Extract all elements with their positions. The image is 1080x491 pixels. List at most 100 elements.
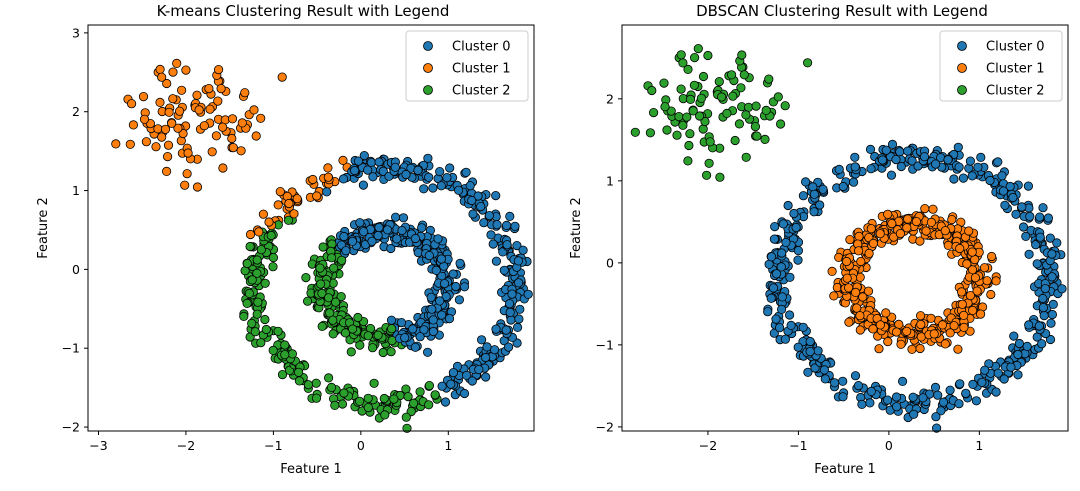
dbscan-point-cluster-2: [700, 116, 710, 127]
dbscan-point-cluster-0: [850, 371, 861, 381]
kmeans-point-cluster-0: [398, 213, 409, 223]
kmeans-point-cluster-0: [506, 315, 516, 325]
dbscan-point-cluster-0: [838, 181, 848, 192]
dbscan-point-cluster-0: [1052, 238, 1062, 248]
kmeans-title: K-means Clustering Result with Legend: [157, 2, 450, 20]
dbscan-point-cluster-0: [771, 314, 781, 324]
dbscan-point-cluster-2: [780, 101, 790, 111]
kmeans-point-cluster-2: [401, 412, 411, 422]
kmeans-point-cluster-1: [173, 123, 183, 133]
dbscan-point-cluster-0: [881, 145, 891, 155]
dbscan-point-cluster-0: [1035, 232, 1045, 242]
kmeans-point-cluster-1: [275, 187, 285, 197]
kmeans-point-cluster-1: [218, 163, 228, 173]
kmeans-point-cluster-1: [228, 143, 238, 153]
dbscan-point-cluster-1: [902, 223, 912, 233]
kmeans-point-cluster-2: [287, 349, 297, 359]
kmeans-point-cluster-1: [160, 124, 171, 134]
kmeans-point-cluster-1: [175, 106, 185, 116]
kmeans-point-cluster-0: [339, 231, 349, 242]
kmeans-axes-frame: [87, 24, 535, 432]
dbscan-point-cluster-0: [909, 409, 919, 419]
kmeans-point-cluster-0: [489, 345, 500, 355]
kmeans-point-cluster-0: [523, 289, 533, 299]
dbscan-point-cluster-1: [887, 219, 897, 229]
kmeans-point-cluster-0: [468, 209, 478, 219]
kmeans-point-cluster-2: [303, 380, 313, 390]
dbscan-point-cluster-1: [902, 326, 912, 336]
kmeans-point-cluster-1: [111, 139, 121, 149]
kmeans-point-cluster-1: [168, 67, 178, 77]
dbscan-point-cluster-1: [875, 320, 886, 330]
dbscan-point-cluster-0: [848, 177, 859, 187]
dbscan-point-cluster-0: [967, 171, 977, 181]
dbscan-point-cluster-0: [933, 390, 943, 400]
kmeans-point-cluster-0: [502, 240, 512, 250]
kmeans-point-cluster-0: [481, 372, 491, 382]
kmeans-point-cluster-0: [435, 296, 445, 306]
kmeans-point-cluster-2: [301, 272, 311, 283]
kmeans-point-cluster-2: [244, 288, 254, 298]
dbscan-point-cluster-1: [874, 344, 884, 354]
dbscan-point-cluster-1: [956, 287, 967, 297]
kmeans-point-cluster-0: [413, 165, 423, 175]
kmeans-point-cluster-0: [428, 315, 438, 325]
dbscan-point-cluster-1: [970, 273, 981, 283]
dbscan-point-cluster-0: [955, 379, 965, 389]
dbscan-point-cluster-1: [940, 226, 950, 236]
dbscan-point-cluster-0: [993, 157, 1003, 167]
dbscan-point-cluster-1: [915, 236, 925, 246]
dbscan-x-tick-label: −1: [789, 438, 807, 453]
kmeans-point-cluster-0: [341, 246, 351, 256]
dbscan-legend-label-2: Cluster 2: [986, 84, 1045, 99]
kmeans-point-cluster-1: [181, 65, 191, 75]
kmeans-point-cluster-1: [251, 131, 261, 141]
kmeans-point-cluster-2: [266, 230, 276, 241]
kmeans-point-cluster-1: [264, 217, 274, 227]
kmeans-point-cluster-2: [245, 241, 255, 252]
kmeans-point-cluster-1: [183, 148, 193, 158]
dbscan-point-cluster-2: [659, 78, 669, 88]
dbscan-point-cluster-0: [961, 388, 971, 398]
kmeans-point-cluster-0: [426, 292, 436, 302]
dbscan-point-cluster-2: [714, 77, 724, 87]
kmeans-point-cluster-1: [155, 64, 165, 75]
dbscan-point-cluster-2: [741, 110, 751, 120]
dbscan-point-cluster-0: [778, 219, 788, 229]
dbscan-point-cluster-0: [980, 365, 990, 375]
kmeans-point-cluster-2: [283, 215, 294, 225]
kmeans-point-cluster-1: [141, 137, 151, 147]
kmeans-point-cluster-0: [503, 342, 514, 352]
kmeans-point-cluster-1: [192, 182, 203, 192]
dbscan-point-cluster-0: [973, 162, 983, 172]
dbscan-point-cluster-2: [802, 58, 813, 68]
dbscan-point-cluster-0: [943, 155, 953, 165]
dbscan-point-cluster-0: [1043, 213, 1054, 223]
dbscan-point-cluster-0: [1023, 181, 1034, 191]
dbscan-point-cluster-0: [891, 155, 901, 165]
kmeans-point-cluster-0: [513, 256, 524, 266]
dbscan-point-cluster-1: [891, 327, 902, 337]
kmeans-legend-marker-0: [423, 41, 433, 51]
dbscan-point-cluster-1: [856, 256, 866, 267]
kmeans-point-cluster-1: [199, 121, 209, 131]
dbscan-point-cluster-1: [991, 276, 1001, 286]
dbscan-point-cluster-2: [648, 108, 659, 118]
kmeans-point-cluster-0: [415, 332, 425, 342]
kmeans-point-cluster-0: [512, 322, 523, 332]
kmeans-point-cluster-0: [454, 295, 464, 305]
kmeans-point-cluster-2: [330, 297, 341, 307]
dbscan-point-cluster-2: [682, 112, 692, 122]
dbscan-point-cluster-1: [947, 215, 957, 225]
kmeans-point-cluster-1: [139, 114, 150, 124]
dbscan-point-cluster-1: [896, 339, 906, 349]
kmeans-point-cluster-0: [427, 304, 437, 314]
dbscan-point-cluster-1: [829, 291, 839, 301]
kmeans-point-cluster-1: [182, 169, 192, 179]
kmeans-point-cluster-1: [180, 180, 190, 190]
kmeans-points: [111, 58, 533, 433]
dbscan-point-cluster-1: [866, 224, 876, 234]
dbscan-point-cluster-0: [829, 378, 840, 388]
kmeans-point-cluster-0: [455, 258, 465, 268]
kmeans-point-cluster-0: [410, 342, 420, 352]
